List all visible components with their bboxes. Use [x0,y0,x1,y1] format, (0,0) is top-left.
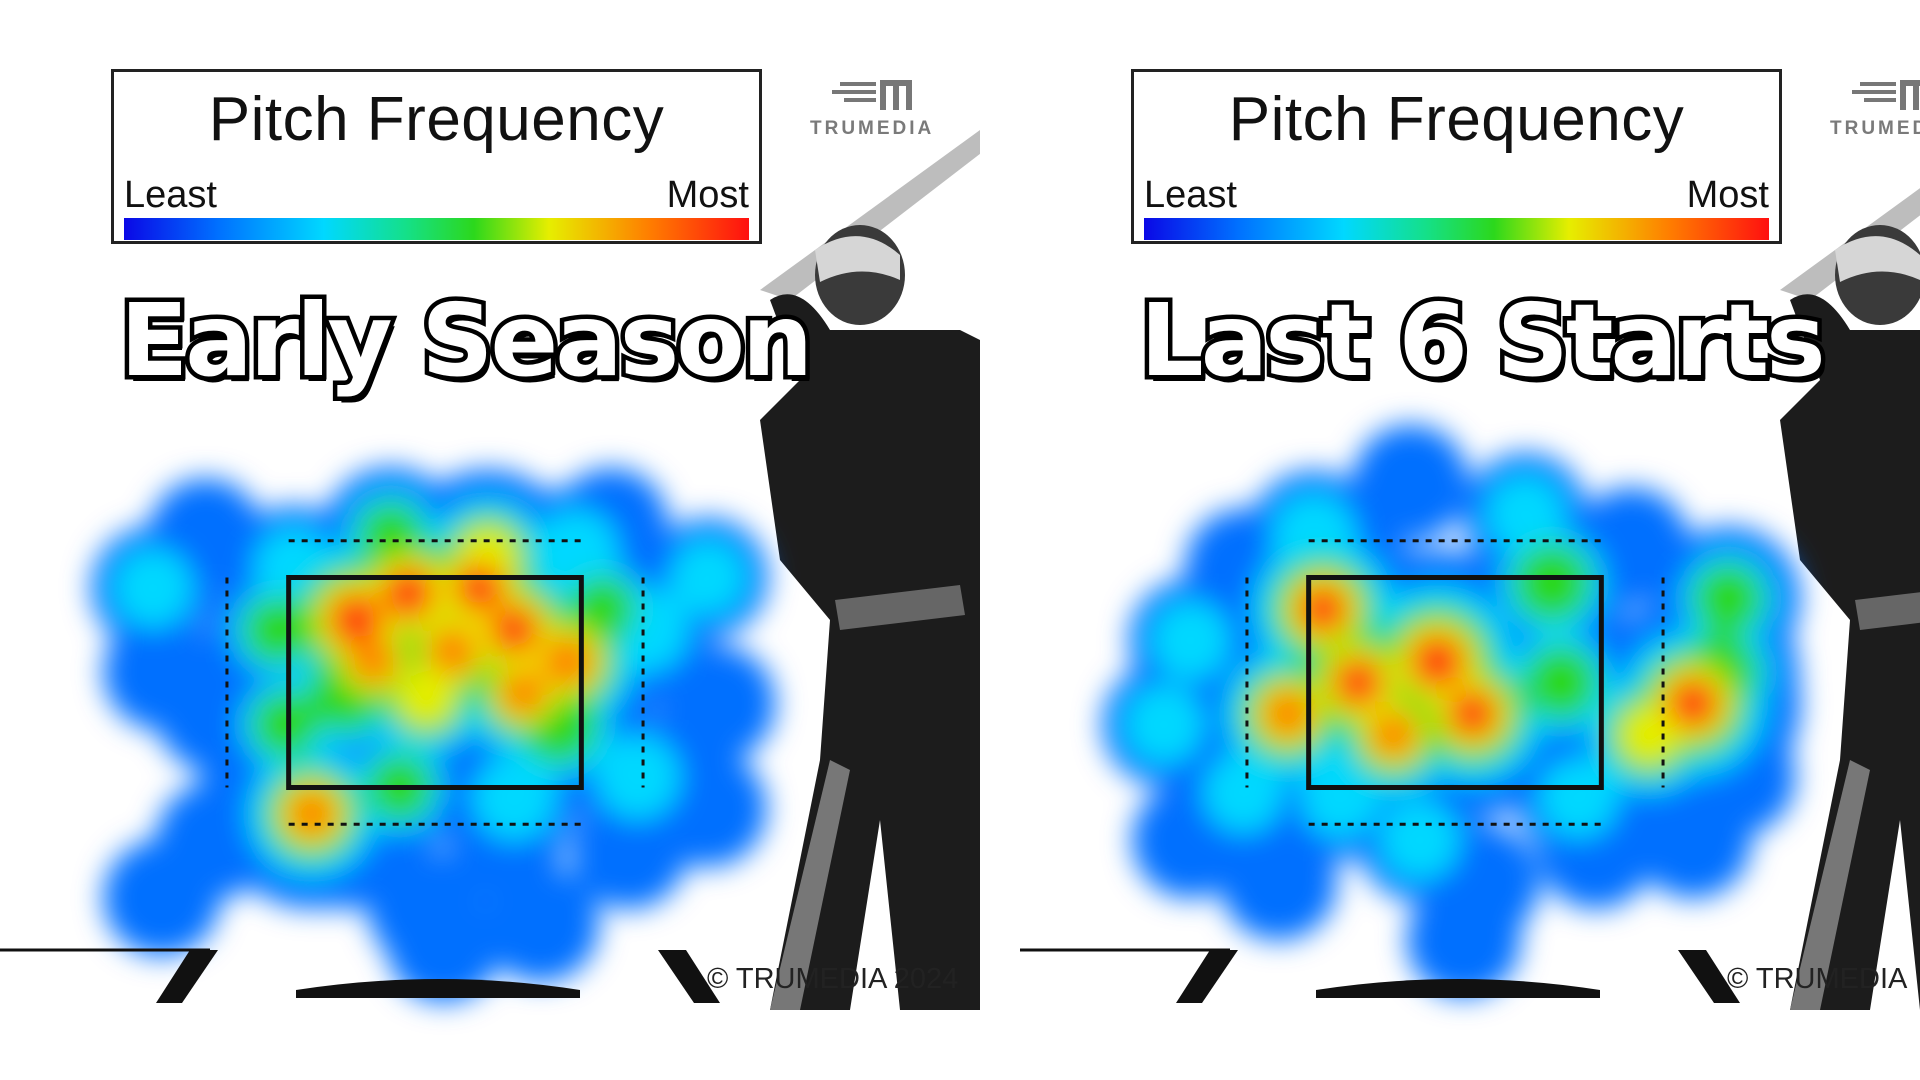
heat-point [570,792,688,909]
heat-point [1352,424,1470,542]
heat-point [251,691,319,758]
heat-point [1150,600,1231,681]
heat-layer [91,467,776,1003]
heat-point [1379,799,1461,881]
heat-point [1340,664,1376,701]
heat-point [658,645,776,762]
trumedia-logo-icon [1852,80,1920,110]
heat-point [1485,474,1566,555]
heat-point [533,508,619,595]
heat-point [569,575,636,643]
home-plate-area [0,948,720,1003]
heat-point [287,790,336,838]
heat-point [428,627,477,675]
copyright-text: © TRUMEDIA 2024 [707,963,959,995]
heat-point [1406,882,1521,997]
heat-point [112,547,194,629]
heat-point [1202,752,1284,834]
heat-point [1370,712,1416,758]
strike-zone [286,575,584,790]
heat-point [500,670,546,716]
heatmap-chart [0,130,980,1010]
trumedia-logo-icon [832,80,912,110]
heat-point [1271,492,1357,579]
legend-box: Pitch Frequency Least Most [111,69,762,244]
heat-point [103,839,221,957]
heatmap-panel-last-6-starts: Pitch Frequency Least Most TRUMEDIA Last… [1020,0,1920,1080]
heat-point [1692,563,1764,634]
batter-silhouette [1780,188,1920,1010]
heat-point [397,669,456,728]
heat-point [357,502,425,569]
heat-point [1512,543,1592,623]
legend-title: Pitch Frequency [208,85,665,154]
legend-color-bar [124,218,749,240]
heat-point [1417,642,1457,681]
chart-heading: Last 6 Starts [1136,278,1831,404]
trumedia-logo: TRUMEDIA [810,72,950,142]
heat-point [669,538,748,617]
heat-point [496,612,532,648]
batter-silhouette [760,130,980,1010]
copyright-text: © TRUMEDIA [1727,963,1908,995]
heat-point [386,887,501,1003]
heat-point [1299,757,1381,839]
legend-color-bar [1144,218,1769,240]
legend-low-label: Least [124,174,217,216]
heat-point [242,596,310,664]
heat-point [1305,591,1341,627]
legend-high-label: Most [1686,174,1769,216]
legend-high-label: Most [666,174,749,216]
heat-point [1674,684,1712,723]
heat-point [390,574,428,612]
heat-point [594,734,681,820]
heat-point [1263,690,1312,738]
heatmap-chart [1020,188,1920,1010]
logo-text: TRUMEDIA [810,118,935,139]
logo-text: TRUMEDIA [1830,118,1920,139]
heat-point [336,600,376,639]
heat-point [1123,684,1205,765]
heat-point [542,636,593,687]
legend-low-label: Least [1144,174,1237,216]
legend-box: Pitch Frequency Least Most [1131,69,1782,244]
heat-point [350,638,396,685]
home-plate [1316,979,1600,998]
strike-zone [1306,575,1604,790]
chart-heading: Early Season [115,278,817,404]
heat-point [1537,757,1619,839]
heat-layer [1102,424,1801,997]
heatmap-panel-early-season: Pitch Frequency Least Most TRUMEDIA Earl… [0,69,980,1010]
home-plate-area [1020,948,1740,1003]
trumedia-logo: TRUMEDIA [1830,72,1920,142]
heat-point [1220,823,1338,941]
heat-point [1455,696,1491,732]
heat-point [471,755,558,841]
legend-title: Pitch Frequency [1228,85,1685,154]
home-plate [296,979,580,998]
heat-point [1523,645,1599,720]
